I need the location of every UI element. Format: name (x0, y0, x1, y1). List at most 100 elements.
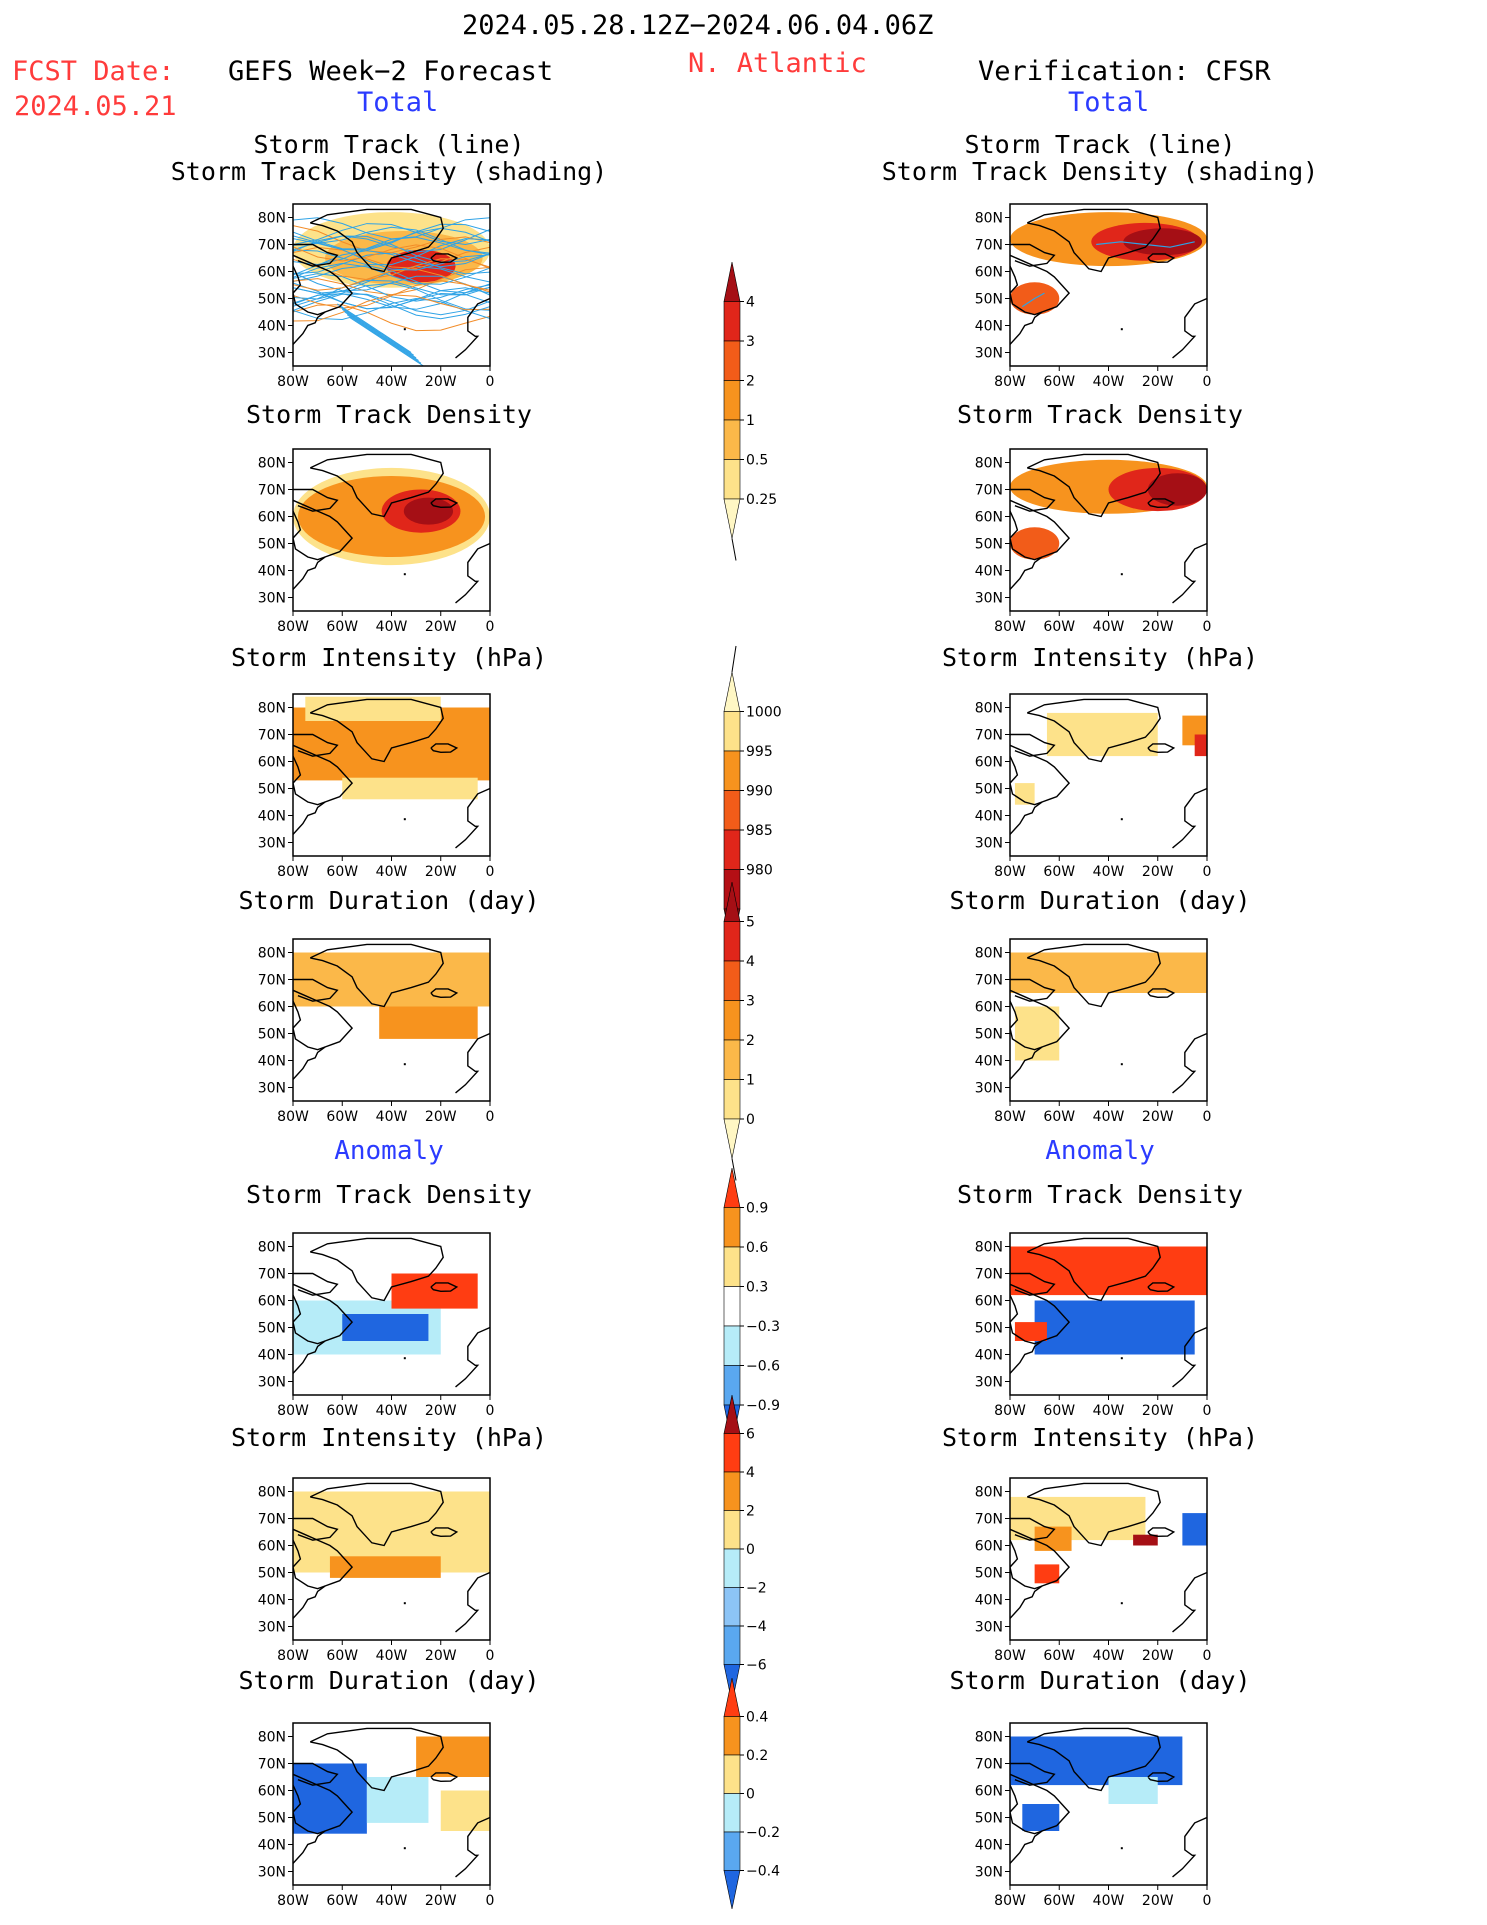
lon-label: 80W (277, 1403, 309, 1419)
coastline (293, 744, 354, 806)
colorbar-segment (723, 1039, 741, 1080)
lat-label: 80N (258, 456, 286, 472)
shading-cell (1034, 1300, 1195, 1355)
lat-label: 50N (258, 1566, 286, 1582)
lat-label: 30N (258, 1081, 286, 1097)
lon-label: 0 (486, 374, 495, 390)
colorbar-label: 1 (746, 413, 755, 429)
coastline (455, 1032, 490, 1094)
storm-track-line (337, 303, 412, 353)
coastline (293, 499, 354, 561)
shading-cell (293, 1763, 367, 1834)
lon-label: 0 (1203, 1648, 1212, 1664)
shading-cell (1014, 1322, 1047, 1341)
coastline (293, 1773, 354, 1835)
coastline (455, 1571, 490, 1633)
shading-cell (342, 1314, 429, 1341)
lon-label: 0 (1203, 619, 1212, 635)
storm-track-line (344, 311, 419, 362)
coastline (309, 1482, 444, 1547)
lon-label: 80W (994, 1648, 1026, 1664)
colorbar-label: −0.2 (746, 1825, 780, 1841)
lat-label: 30N (975, 1375, 1003, 1391)
lat-label: 40N (258, 809, 286, 825)
storm-track-line (293, 282, 490, 311)
coastline (1147, 743, 1176, 754)
coastline (1010, 1762, 1056, 1786)
lat-label: 60N (975, 265, 1003, 281)
coastline (1172, 542, 1207, 604)
L-title-track-shading: Storm Track Density (shading) (170, 157, 608, 186)
lon-label: 0 (486, 1109, 495, 1125)
lat-label: 40N (975, 809, 1003, 825)
coastline (430, 498, 459, 509)
lat-label: 50N (258, 1321, 286, 1337)
coastline (293, 978, 339, 1002)
lon-label: 60W (326, 1403, 358, 1419)
coastline (1172, 1816, 1207, 1878)
lon-label: 40W (376, 619, 408, 635)
coastline (293, 1830, 326, 1864)
R-title-density-anom: Storm Track Density (957, 1180, 1243, 1209)
lat-label: 50N (258, 782, 286, 798)
colorbar-label: 2 (746, 1033, 755, 1049)
lon-label: 80W (994, 1893, 1026, 1909)
lat-label: 80N (975, 1730, 1003, 1746)
coastline (1010, 801, 1043, 835)
colorbar-segment (723, 1625, 741, 1665)
coastline (1010, 311, 1043, 345)
colorbar-label: 4 (746, 954, 755, 970)
lat-label: 30N (975, 1620, 1003, 1636)
island-dot (403, 1063, 406, 1066)
map-panel-R-duration-anom: 80N 70N 60N 50N 40N 30N 80W 60W 40W 20W 0 (975, 1722, 1211, 1909)
map-panel-L-density-anom: 80N 70N 60N 50N 40N 30N 80W 60W 40W 20W 0 (258, 1232, 494, 1419)
coastline (293, 1283, 354, 1345)
coastline (1026, 208, 1161, 273)
lon-label: 80W (994, 374, 1026, 390)
coastline (1010, 1272, 1056, 1296)
map-panel-R-duration: 80N 70N 60N 50N 40N 30N 80W 60W 40W 20W 0 (975, 938, 1211, 1125)
lat-label: 70N (975, 973, 1003, 989)
storm-track-line (349, 316, 424, 366)
coastline (293, 1762, 339, 1786)
island-dot (1120, 818, 1123, 821)
lon-label: 0 (486, 619, 495, 635)
R-title-track-line: Storm Track (line) (964, 130, 1236, 159)
lat-label: 80N (975, 456, 1003, 472)
storm-track-line (1096, 241, 1195, 248)
colorbar-segment (723, 790, 741, 831)
storm-track-line (293, 290, 490, 320)
lon-label: 40W (376, 1403, 408, 1419)
coastline (455, 297, 490, 359)
coastline (293, 989, 354, 1051)
colorbar-segment (723, 1754, 741, 1794)
lat-label: 80N (258, 1485, 286, 1501)
R-title-density: Storm Track Density (957, 400, 1243, 429)
lat-label: 40N (258, 1838, 286, 1854)
coastline (1172, 787, 1207, 849)
storm-track-line (1021, 292, 1045, 308)
storm-track-line (341, 308, 417, 359)
colorbar-segment (723, 750, 741, 791)
colorbar-tail (731, 538, 737, 561)
coastline (430, 743, 459, 754)
lat-label: 60N (258, 755, 286, 771)
colorbar-density: 4 3 2 1 0.5 0.25 (723, 261, 777, 561)
lat-label: 50N (975, 1027, 1003, 1043)
coastline (309, 1727, 444, 1792)
lat-label: 60N (258, 1294, 286, 1310)
colorbar-arrow (723, 1677, 741, 1717)
lon-label: 80W (277, 1648, 309, 1664)
L-title-duration: Storm Duration (day) (238, 886, 540, 915)
colorbar-label: 2 (746, 1504, 755, 1520)
coastline (1010, 978, 1056, 1002)
lat-label: 70N (975, 1512, 1003, 1528)
lon-label: 0 (1203, 864, 1212, 880)
coastline (455, 542, 490, 604)
coastline (1010, 1340, 1043, 1374)
coastline (1010, 1585, 1043, 1619)
lat-label: 30N (975, 591, 1003, 607)
shading-cell (379, 1006, 478, 1039)
colorbar-label: 0.2 (746, 1748, 768, 1764)
lat-label: 40N (975, 1348, 1003, 1364)
